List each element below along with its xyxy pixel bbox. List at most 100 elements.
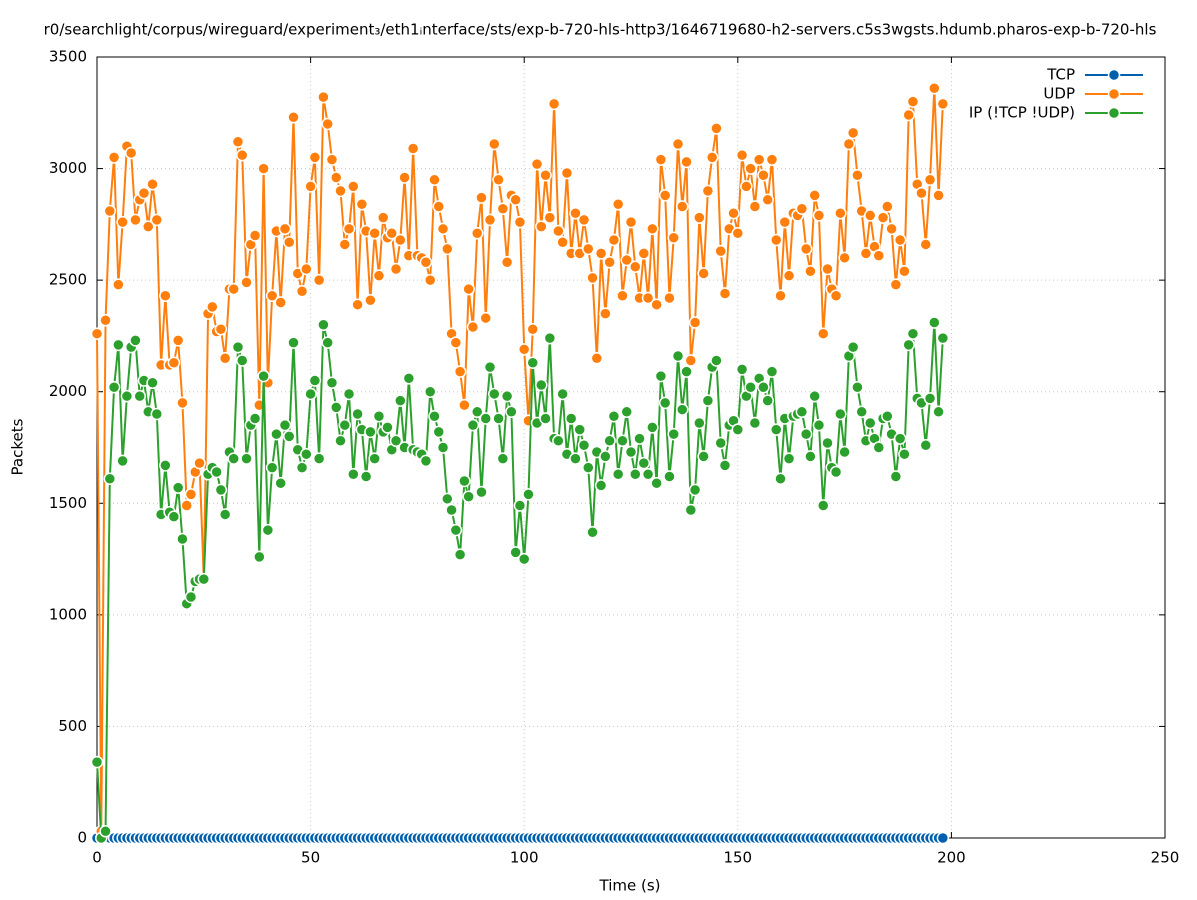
data-point xyxy=(419,256,433,269)
data-point xyxy=(671,137,685,151)
data-point xyxy=(863,209,877,222)
data-point xyxy=(663,291,676,305)
data-point xyxy=(329,401,343,414)
data-point xyxy=(159,459,172,472)
data-point xyxy=(812,418,826,432)
data-point xyxy=(513,499,527,512)
data-point xyxy=(834,407,847,421)
data-point xyxy=(936,97,950,111)
data-point xyxy=(325,153,339,166)
data-point xyxy=(654,153,668,166)
data-point xyxy=(509,546,522,559)
data-point xyxy=(394,233,407,247)
data-point xyxy=(441,242,454,256)
data-point xyxy=(368,227,381,240)
data-point xyxy=(180,499,193,512)
y-tick-label: 1000 xyxy=(49,605,87,623)
data-point xyxy=(381,421,394,434)
data-point xyxy=(334,184,347,198)
data-point xyxy=(906,95,920,108)
data-point xyxy=(449,523,463,537)
data-point xyxy=(90,755,104,769)
data-point xyxy=(936,831,950,845)
data-point xyxy=(248,229,262,242)
data-point xyxy=(620,405,633,419)
data-point xyxy=(552,224,565,238)
data-point xyxy=(744,162,757,175)
data-point xyxy=(406,142,420,155)
data-point xyxy=(526,356,539,369)
data-point xyxy=(445,503,458,517)
data-point xyxy=(569,452,582,465)
data-point xyxy=(795,405,809,419)
data-point xyxy=(680,155,693,169)
data-point xyxy=(492,412,505,425)
data-point xyxy=(347,180,360,193)
data-point xyxy=(475,485,488,499)
data-point xyxy=(214,322,228,336)
data-point xyxy=(795,202,809,215)
data-point xyxy=(218,351,232,365)
data-point xyxy=(526,322,539,336)
data-point xyxy=(851,381,864,394)
data-point xyxy=(582,242,595,256)
legend-label: TCP xyxy=(1046,66,1075,84)
data-point xyxy=(808,189,821,202)
data-point xyxy=(99,314,112,327)
data-point xyxy=(308,374,322,387)
data-point xyxy=(116,215,129,229)
data-point xyxy=(812,209,826,222)
data-point xyxy=(325,376,339,390)
data-point xyxy=(300,447,313,461)
data-point xyxy=(590,351,604,365)
data-point xyxy=(466,418,480,432)
data-point xyxy=(274,476,287,490)
legend-label: IP (!TCP !UDP) xyxy=(969,104,1075,122)
data-point xyxy=(769,233,783,247)
data-point xyxy=(586,271,599,285)
data-point xyxy=(389,434,403,448)
data-point xyxy=(641,291,655,305)
data-point xyxy=(295,285,309,298)
data-point xyxy=(919,439,933,452)
data-point xyxy=(718,459,732,472)
data-point xyxy=(505,405,518,419)
data-point xyxy=(808,389,821,403)
data-point xyxy=(509,193,522,207)
legend-label: UDP xyxy=(1043,85,1075,103)
data-point xyxy=(705,151,719,164)
data-point xyxy=(133,389,146,403)
data-point xyxy=(304,180,317,193)
data-point xyxy=(530,157,544,171)
data-point xyxy=(650,476,663,490)
data-point xyxy=(599,450,612,463)
data-point xyxy=(906,327,920,340)
data-point xyxy=(321,336,334,349)
data-point xyxy=(171,334,185,347)
data-point xyxy=(470,227,484,240)
data-point xyxy=(167,510,181,523)
data-point xyxy=(769,423,783,436)
data-point xyxy=(714,436,727,450)
data-point xyxy=(855,405,868,419)
data-point xyxy=(637,247,651,260)
data-point xyxy=(146,376,159,390)
data-point xyxy=(881,410,894,423)
data-point xyxy=(658,189,672,202)
data-point xyxy=(278,222,292,236)
data-point xyxy=(782,269,796,282)
data-point xyxy=(214,483,228,497)
data-point xyxy=(321,117,334,131)
data-point xyxy=(620,253,633,267)
data-point xyxy=(851,169,864,182)
data-point xyxy=(902,338,915,352)
data-point xyxy=(124,146,138,160)
data-point xyxy=(667,231,680,244)
data-point xyxy=(752,153,766,166)
data-point xyxy=(193,456,206,470)
data-point xyxy=(342,222,356,236)
data-point xyxy=(419,454,433,468)
data-point xyxy=(748,416,762,430)
data-point xyxy=(270,427,283,441)
